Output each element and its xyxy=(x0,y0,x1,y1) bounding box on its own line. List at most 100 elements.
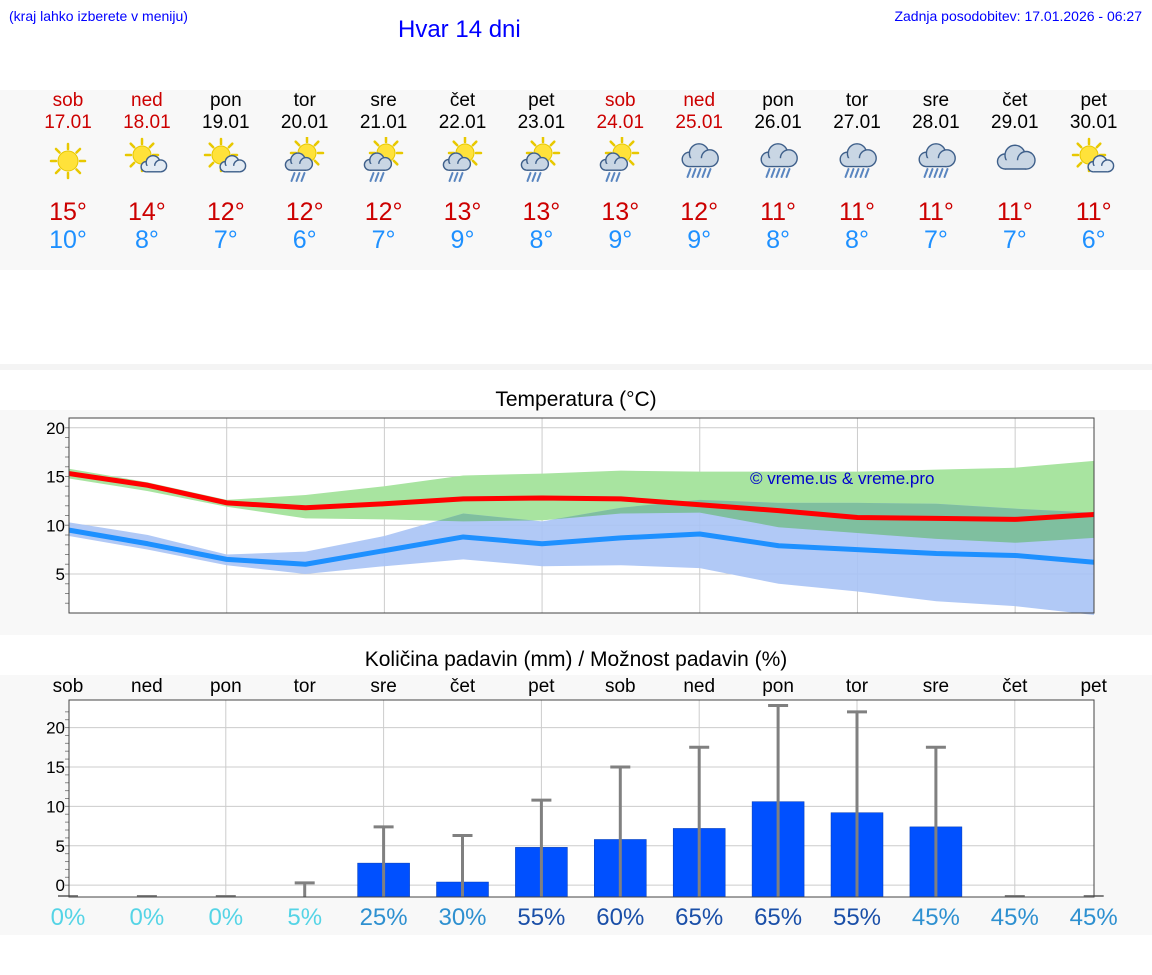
sun-cloud-rain-icon xyxy=(521,137,561,182)
day-name: čet xyxy=(1002,90,1028,111)
precipitation-chart: 20 15 10 5 0 xyxy=(46,699,1104,898)
precip-probability: 30% xyxy=(438,904,487,931)
temp-min: 6° xyxy=(292,226,317,254)
temp-min: 7° xyxy=(923,226,948,254)
day-date: 29.01 xyxy=(991,112,1039,133)
precip-probability: 0% xyxy=(50,904,86,931)
temp-min: 7° xyxy=(1002,226,1027,254)
temp-max: 12° xyxy=(680,198,719,226)
precip-probability: 65% xyxy=(754,904,803,931)
temp-min: 8° xyxy=(134,226,159,254)
cloud-icon xyxy=(996,144,1036,170)
temp-max: 11° xyxy=(760,198,797,226)
temp-ytick-label: 10 xyxy=(46,516,65,535)
temp-max: 13° xyxy=(522,198,561,226)
day-date: 25.01 xyxy=(675,112,723,133)
temp-max: 14° xyxy=(127,198,166,226)
precip-day-label: ned xyxy=(131,676,163,697)
precip-probability: 45% xyxy=(911,904,960,931)
day-date: 18.01 xyxy=(123,112,171,133)
precip-ytick-label: 20 xyxy=(46,719,65,738)
precip-probability: 0% xyxy=(129,904,165,931)
sun-icon xyxy=(49,142,87,180)
temp-max: 13° xyxy=(601,198,640,226)
day-name: pet xyxy=(1080,90,1107,111)
precip-probability: 25% xyxy=(359,904,408,931)
temp-plot-frame xyxy=(68,417,1095,614)
day-name: pon xyxy=(762,90,794,111)
precip-ytick-label: 15 xyxy=(46,758,65,777)
day-date: 26.01 xyxy=(754,112,802,133)
temp-min: 7° xyxy=(371,226,396,254)
cloud-rain-icon xyxy=(918,143,956,178)
precip-ytick-label: 0 xyxy=(56,876,65,895)
divider xyxy=(0,364,1152,370)
day-date: 21.01 xyxy=(359,112,408,133)
day-date: 27.01 xyxy=(833,112,881,133)
precip-day-label: sre xyxy=(922,676,950,697)
temp-min: 10° xyxy=(49,226,87,254)
day-date: 30.01 xyxy=(1069,112,1118,133)
day-name: sob xyxy=(604,90,636,111)
precipitation-chart-title: Količina padavin (mm) / Možnost padavin … xyxy=(364,648,788,671)
day-date: 22.01 xyxy=(438,112,487,133)
sun-cloud-rain-icon xyxy=(442,137,482,182)
temp-min: 9° xyxy=(608,226,633,254)
temp-min: 8° xyxy=(529,226,554,254)
precip-probability: 65% xyxy=(675,904,724,931)
min-temp-line xyxy=(68,527,1095,567)
temp-max: 11° xyxy=(1075,198,1112,226)
temp-max: 11° xyxy=(917,198,954,226)
sun-cloud-icon xyxy=(1071,137,1114,173)
temp-min: 7° xyxy=(213,226,238,254)
temp-max: 12° xyxy=(285,198,324,226)
precip-probability: 45% xyxy=(1069,904,1118,931)
location-hint: (kraj lahko izberete v meniju) xyxy=(9,8,188,24)
precip-day-label: pon xyxy=(209,676,242,697)
precip-ytick-label: 10 xyxy=(46,797,65,816)
sun-cloud-rain-icon xyxy=(284,137,324,182)
temp-max: 15° xyxy=(49,198,87,226)
precip-day-label: čet xyxy=(1002,676,1028,697)
day-name: sre xyxy=(370,90,397,111)
sun-cloud-icon xyxy=(203,137,247,173)
precip-day-label: čet xyxy=(449,676,476,697)
precip-day-label: pon xyxy=(762,676,794,697)
day-date: 23.01 xyxy=(517,112,566,133)
precip-day-label: sre xyxy=(370,676,397,697)
temp-max: 11° xyxy=(839,198,875,226)
day-name: pet xyxy=(528,90,555,111)
precip-probability: 45% xyxy=(990,904,1039,931)
day-name: sre xyxy=(922,90,950,111)
temp-max: 11° xyxy=(996,198,1033,226)
day-name: tor xyxy=(293,90,316,111)
day-name: ned xyxy=(683,90,716,111)
precip-ytick-label: 5 xyxy=(56,837,65,856)
day-name: pon xyxy=(209,90,242,111)
precip-probability: 5% xyxy=(287,904,323,931)
precip-probability: 55% xyxy=(517,904,566,931)
precip-probability: 55% xyxy=(832,904,882,931)
temp-ytick-label: 15 xyxy=(46,468,65,487)
max-temp-line xyxy=(68,471,1095,522)
precip-probability: 0% xyxy=(208,904,244,931)
temp-min: 9° xyxy=(450,226,475,254)
day-name: ned xyxy=(131,90,163,111)
band-overlap xyxy=(69,499,1094,543)
temp-min: 8° xyxy=(766,226,791,254)
precip-day-label: pet xyxy=(1080,676,1107,697)
day-name: čet xyxy=(449,90,476,111)
temp-min: 9° xyxy=(687,226,712,254)
day-date: 24.01 xyxy=(596,112,645,133)
precip-day-label: sob xyxy=(52,676,84,697)
precip-day-label: tor xyxy=(845,676,869,697)
watermark: © vreme.us & vreme.pro xyxy=(750,469,934,488)
last-update: Zadnja posodobitev: 17.01.2026 - 06:27 xyxy=(894,8,1142,24)
temp-min: 6° xyxy=(1081,226,1106,254)
precip-probability: 60% xyxy=(596,904,645,931)
cloud-rain-icon xyxy=(839,143,877,178)
temp-ytick-label: 20 xyxy=(46,419,65,438)
precip-day-label: tor xyxy=(293,676,316,697)
temp-max: 12° xyxy=(364,198,403,226)
temperature-chart: 20 15 10 5 © vreme.us & vreme.pro xyxy=(46,417,1095,615)
